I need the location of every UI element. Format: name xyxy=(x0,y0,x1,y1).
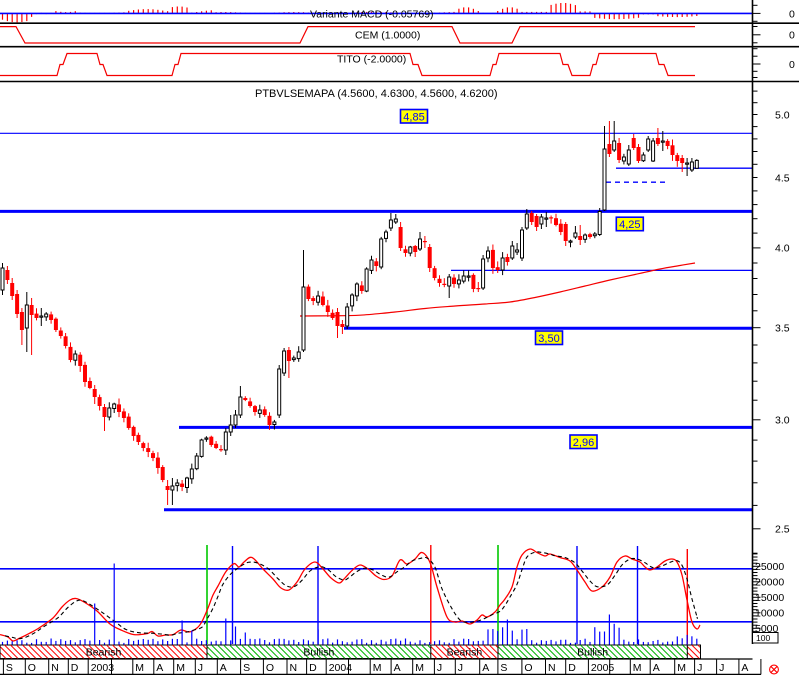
svg-text:O: O xyxy=(266,662,274,674)
svg-text:N: N xyxy=(290,662,298,674)
svg-text:100: 100 xyxy=(756,633,770,643)
svg-text:D: D xyxy=(568,662,576,674)
svg-text:D: D xyxy=(309,662,317,674)
svg-text:PTBVLSEMAPA (4.5600, 4.6300, 4: PTBVLSEMAPA (4.5600, 4.6300, 4.5600, 4.6… xyxy=(255,88,498,100)
svg-text:3.0: 3.0 xyxy=(775,415,790,427)
svg-text:S: S xyxy=(243,662,250,674)
svg-text:M: M xyxy=(135,662,144,674)
svg-text:J: J xyxy=(437,662,442,674)
svg-text:Bullish: Bullish xyxy=(303,647,334,659)
svg-text:0: 0 xyxy=(789,59,795,71)
svg-text:0: 0 xyxy=(789,30,795,42)
svg-text:Bullish: Bullish xyxy=(577,647,608,659)
svg-text:4,25: 4,25 xyxy=(619,219,640,231)
svg-text:25000: 25000 xyxy=(755,561,784,573)
svg-text:Bearish: Bearish xyxy=(86,647,122,659)
svg-text:J: J xyxy=(719,662,724,674)
svg-text:A: A xyxy=(394,662,401,674)
svg-text:4.0: 4.0 xyxy=(775,243,790,255)
svg-text:J: J xyxy=(458,662,463,674)
svg-text:TITO (-2.0000): TITO (-2.0000) xyxy=(337,54,406,66)
svg-text:S: S xyxy=(500,662,507,674)
svg-text:O: O xyxy=(28,662,36,674)
svg-text:A: A xyxy=(653,662,660,674)
svg-text:3,50: 3,50 xyxy=(538,333,559,345)
svg-text:20000: 20000 xyxy=(755,577,784,589)
svg-text:2004: 2004 xyxy=(329,662,353,674)
svg-text:O: O xyxy=(524,662,532,674)
svg-text:J: J xyxy=(697,662,702,674)
svg-text:Variante MACD (-0.05769): Variante MACD (-0.05769) xyxy=(310,9,434,21)
svg-text:D: D xyxy=(71,662,79,674)
svg-text:S: S xyxy=(6,662,13,674)
svg-text:3.5: 3.5 xyxy=(775,323,790,335)
svg-text:15000: 15000 xyxy=(755,592,784,604)
svg-text:J: J xyxy=(198,662,203,674)
svg-text:4.5: 4.5 xyxy=(775,172,790,184)
svg-text:2003: 2003 xyxy=(91,662,115,674)
svg-text:0: 0 xyxy=(789,9,795,21)
svg-text:A: A xyxy=(482,662,489,674)
svg-text:M: M xyxy=(415,662,424,674)
svg-text:Bearish: Bearish xyxy=(447,647,483,659)
svg-text:2005: 2005 xyxy=(591,662,615,674)
svg-text:M: M xyxy=(176,662,185,674)
svg-text:2.5: 2.5 xyxy=(775,524,790,536)
svg-text:A: A xyxy=(220,662,227,674)
svg-text:N: N xyxy=(51,662,59,674)
svg-text:2,96: 2,96 xyxy=(573,437,594,449)
svg-text:A: A xyxy=(156,662,163,674)
svg-text:4,85: 4,85 xyxy=(403,111,424,123)
svg-text:M: M xyxy=(633,662,642,674)
svg-text:5.0: 5.0 xyxy=(775,109,790,121)
svg-text:A: A xyxy=(741,662,748,674)
svg-text:M: M xyxy=(373,662,382,674)
svg-text:10000: 10000 xyxy=(755,608,784,620)
svg-text:M: M xyxy=(677,662,686,674)
svg-text:N: N xyxy=(548,662,556,674)
svg-text:CEM (1.0000): CEM (1.0000) xyxy=(355,30,420,42)
